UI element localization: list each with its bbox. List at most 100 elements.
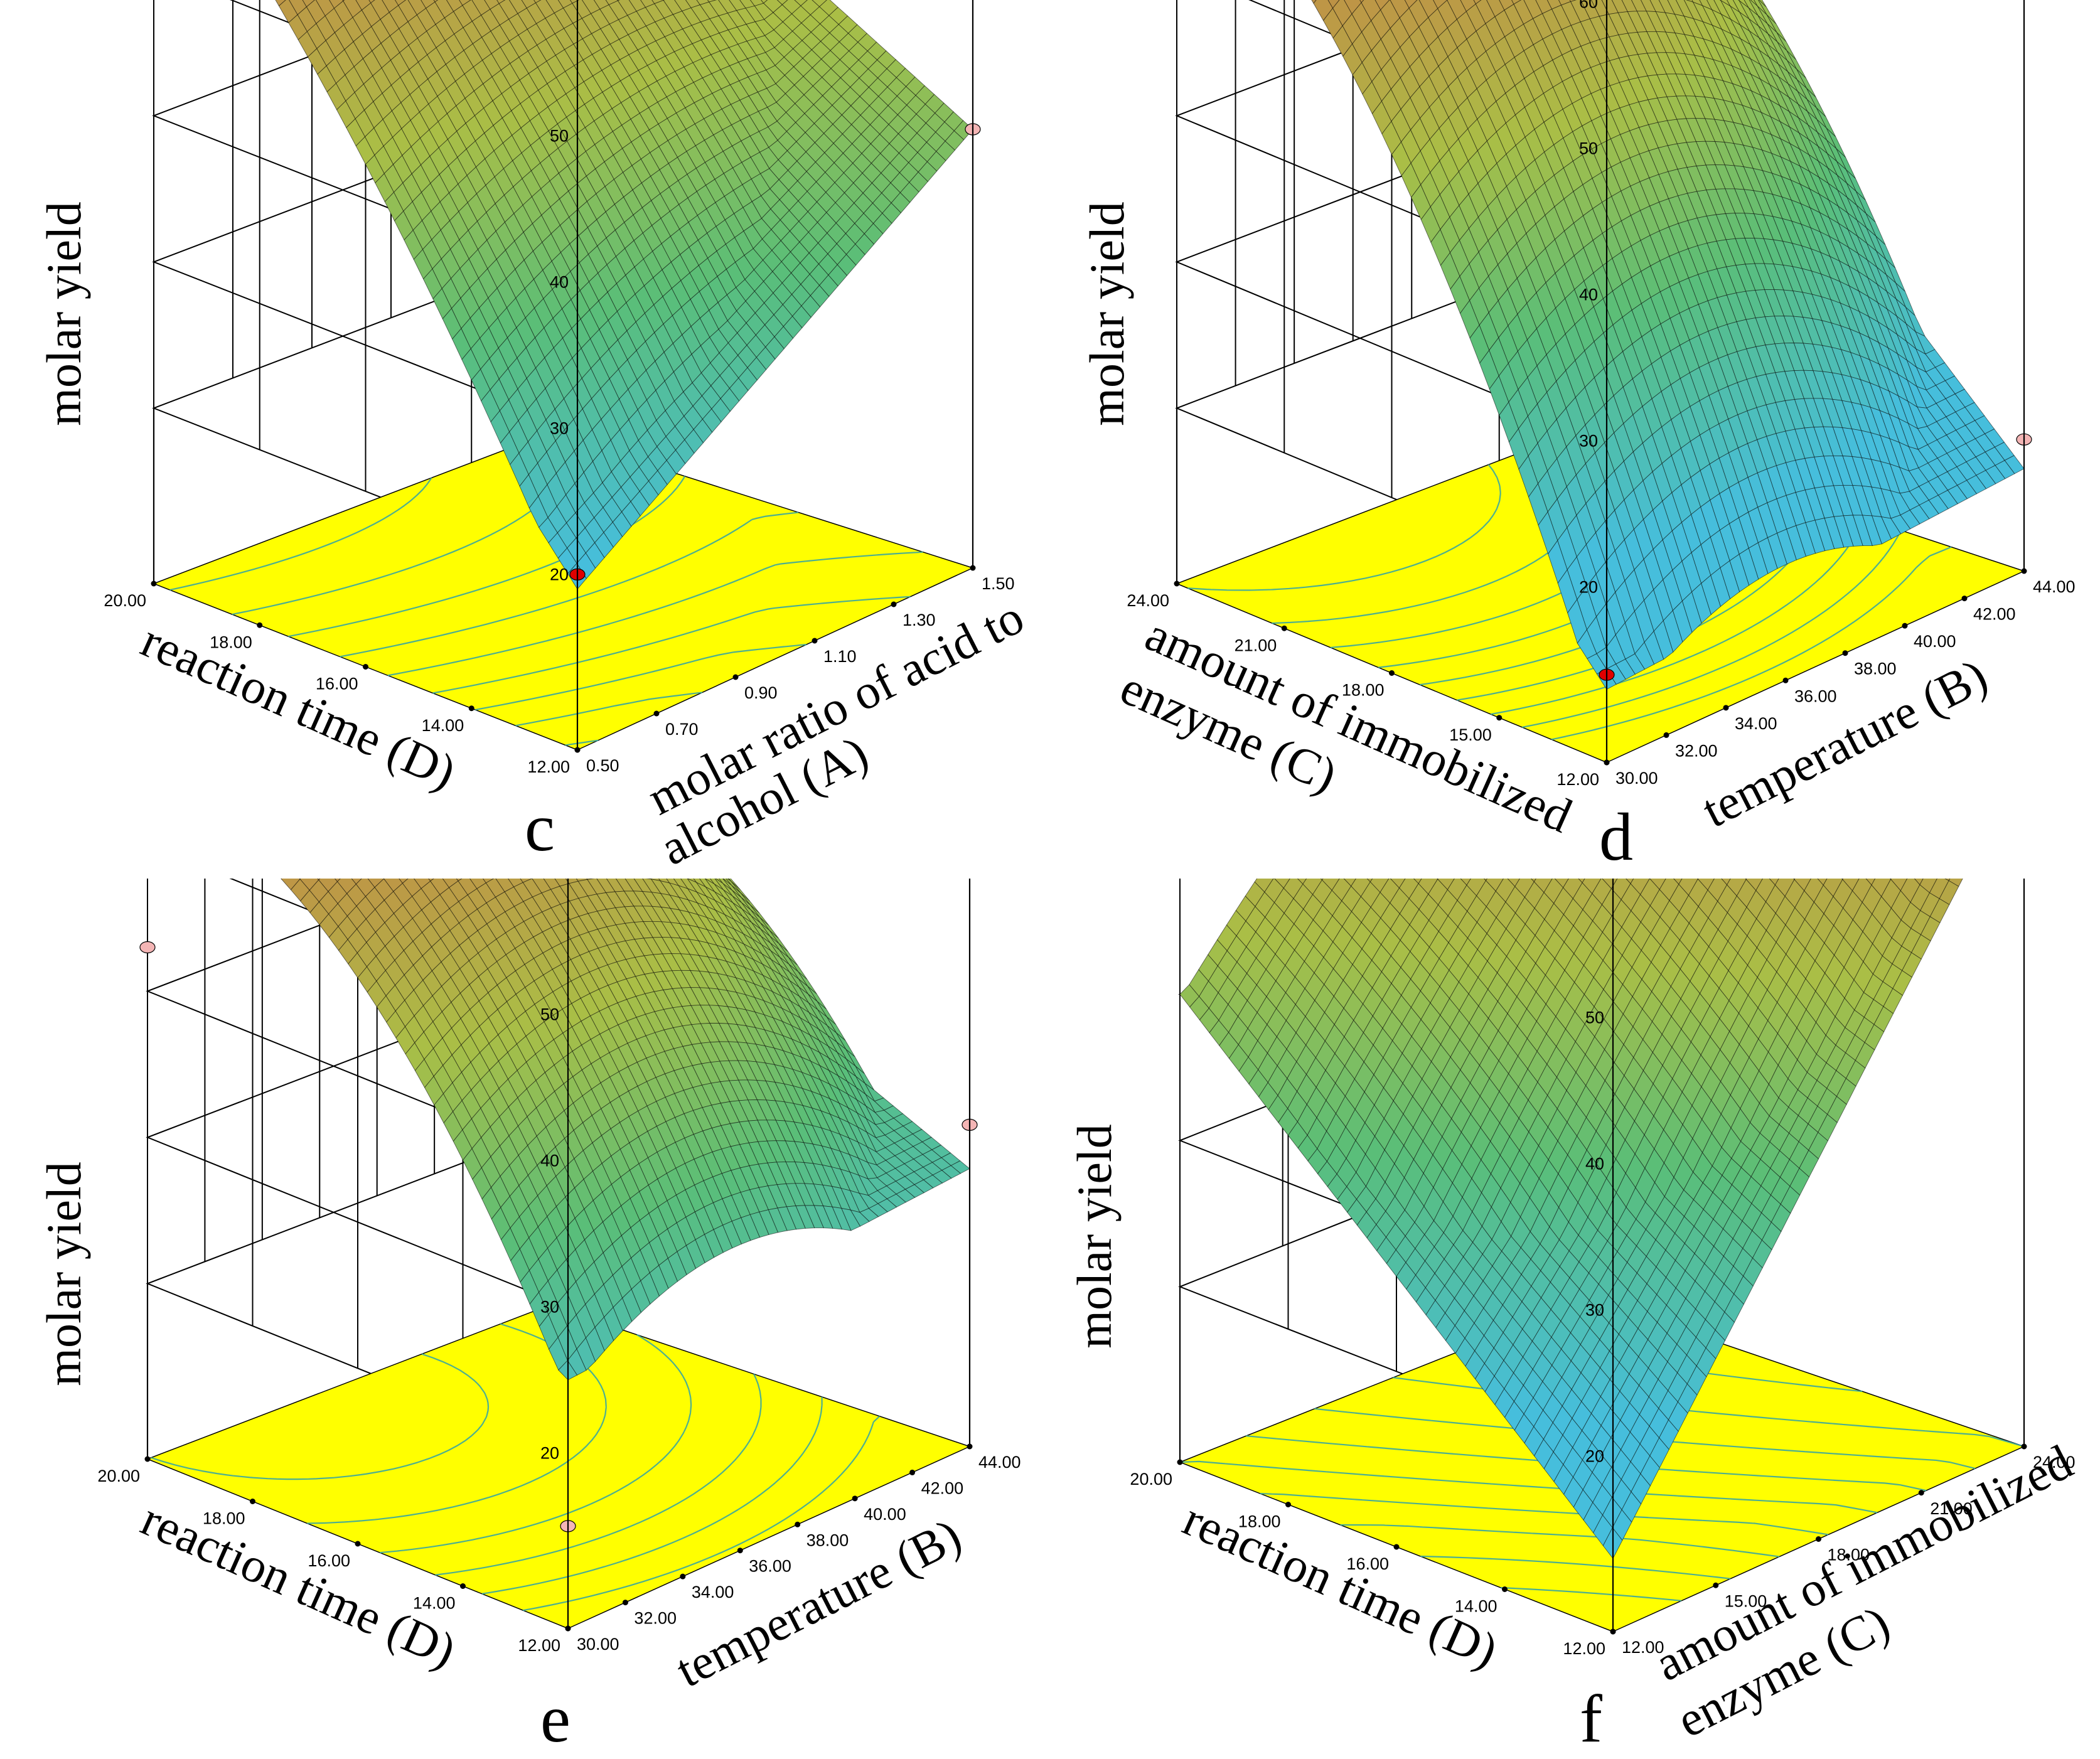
panel-d-letter: d bbox=[1599, 800, 1633, 875]
panel-e-surface-cell bbox=[593, 784, 612, 798]
panel-e-surface-cell bbox=[545, 744, 564, 756]
panel-e-surface-cell bbox=[602, 781, 621, 795]
panel-e-surface-cell bbox=[492, 767, 511, 779]
panel-d-front-edges bbox=[1176, 0, 2025, 762]
panel-e-surface-cell bbox=[387, 685, 406, 693]
panel-e-surface-cell bbox=[464, 749, 483, 761]
panel-e-surface-cell bbox=[510, 766, 529, 777]
panel-e-surface-cell bbox=[321, 658, 340, 664]
panel-c-x-tick-mark bbox=[812, 638, 818, 644]
panel-e-surface-cell bbox=[601, 775, 620, 789]
panel-e-surface-cell bbox=[500, 737, 519, 746]
panel-e-surface-cell bbox=[240, 720, 259, 733]
panel-e-surface-cell bbox=[594, 793, 613, 806]
panel-d-y-tick-label: 12.00 bbox=[1556, 770, 1599, 789]
panel-e-surface-cell bbox=[472, 719, 491, 728]
panel-e-surface-cell bbox=[650, 879, 661, 882]
panel-e-surface-cell bbox=[611, 791, 630, 805]
panel-e-surface-cell bbox=[594, 802, 613, 816]
panel-c-y-tick-label: 18.00 bbox=[210, 633, 252, 651]
panel-c-x-tick-mark bbox=[891, 601, 897, 607]
panel-e-surface-cell bbox=[518, 746, 537, 757]
panel-d-x-tick-label: 36.00 bbox=[1794, 687, 1837, 705]
panel-e-surface-cell bbox=[509, 729, 528, 739]
panel-e-surface-cell bbox=[621, 801, 640, 816]
panel-e-surface-cell bbox=[619, 784, 638, 799]
panel-d-y-tick-label: 15.00 bbox=[1449, 725, 1492, 744]
panel-d-x-tick-mark bbox=[1842, 650, 1848, 656]
panel-c-x-tick-mark bbox=[970, 565, 976, 571]
panel-d-x-tick-label: 44.00 bbox=[2033, 577, 2076, 596]
panel-d-y-tick-mark bbox=[1174, 580, 1180, 587]
panel-e-contour-45 bbox=[380, 1334, 692, 1554]
panel-e-surface-cell bbox=[586, 823, 604, 836]
panel-e-surface-cell bbox=[491, 756, 510, 767]
panel-d-contour-20 bbox=[1551, 546, 1952, 740]
panel-e-surface-cell bbox=[621, 810, 640, 825]
panel-e-surface-cell bbox=[630, 813, 649, 828]
panel-e-surface-cell bbox=[565, 778, 584, 791]
panel-d-y-tick-label: 21.00 bbox=[1235, 636, 1277, 655]
panel-e-surface-cell bbox=[473, 747, 492, 758]
panel-c-y-tick-label: 14.00 bbox=[422, 716, 464, 735]
panel-c-contour-60 bbox=[169, 477, 432, 591]
panel-e-surface-cell bbox=[557, 799, 576, 811]
panel-e-surface-cell bbox=[619, 778, 638, 793]
panel-e-surface-cell bbox=[617, 776, 636, 791]
panel-e-surface-cell bbox=[610, 775, 629, 789]
panel-e-surface-cell bbox=[645, 879, 652, 880]
panel-e-surface-cell bbox=[618, 774, 636, 789]
panel-e-surface-cell bbox=[462, 711, 481, 719]
panel-c-x-tick-label: 1.10 bbox=[823, 647, 857, 666]
panel-c-z-tick-label: 40 bbox=[550, 272, 569, 291]
panel-d-z-axis-title: molar yield bbox=[1079, 201, 1134, 425]
panel-e-surface-cell bbox=[501, 766, 520, 778]
panel-e-surface-cell bbox=[569, 753, 587, 766]
panel-d-y-tick-mark bbox=[1389, 670, 1395, 676]
panel-e-surface-cell bbox=[567, 810, 586, 823]
panel-e-surface-cell bbox=[629, 799, 648, 814]
panel-e-surface-cell bbox=[287, 739, 306, 753]
panel-e-surface-cell bbox=[269, 739, 287, 753]
panel-e-surface-cell bbox=[500, 728, 518, 737]
panel-e-surface-cell bbox=[537, 741, 555, 752]
panel-e-surface-cell bbox=[509, 737, 528, 747]
panel-c-front-edges bbox=[153, 0, 974, 750]
panel-e-surface-cell bbox=[629, 789, 648, 805]
panel-e-surface-cell bbox=[527, 739, 546, 750]
panel-d-x-tick-label: 30.00 bbox=[1615, 769, 1658, 788]
panel-d-y-tick-label: 24.00 bbox=[1127, 591, 1169, 610]
panel-e-surface-cell bbox=[501, 756, 520, 766]
panel-e-surface-cell bbox=[614, 862, 633, 877]
panel-e-surface-cell bbox=[369, 689, 388, 698]
panel-e-surface-cell bbox=[359, 676, 378, 683]
panel-d-z-tick-label: 30 bbox=[1579, 431, 1598, 450]
panel-e-surface-cell bbox=[619, 780, 638, 795]
panel-e-surface-cell bbox=[212, 718, 231, 730]
panel-e-surface-cell bbox=[558, 823, 577, 837]
panel-e-surface-cell bbox=[575, 780, 594, 793]
panel-e-surface-cell bbox=[303, 662, 321, 668]
panel-e-surface-cell bbox=[312, 660, 331, 665]
panel-c-contour-25 bbox=[515, 692, 703, 727]
panel-e-surface-cell bbox=[230, 715, 249, 727]
panel-e-surface-cell bbox=[501, 778, 520, 791]
panel-e-surface-cell bbox=[602, 788, 621, 801]
panel-e-surface-cell bbox=[406, 691, 425, 698]
panel-d-tick-labels: 20 30 40 50 60 30.00 32.00 34.00 36.00 38.00 40.00… bbox=[1127, 0, 2075, 789]
panel-d-x-tick-mark bbox=[1782, 677, 1789, 683]
panel-d-y-tick-mark bbox=[1281, 625, 1287, 631]
panel-e-surface-cell bbox=[614, 849, 633, 863]
panel-e-surface-cell bbox=[416, 706, 435, 715]
panel-e-surface-cell bbox=[641, 853, 660, 869]
panel-e-surface-cell bbox=[576, 811, 595, 824]
panel-e-surface-cell bbox=[360, 683, 378, 691]
panel-c-z-tick-label: 50 bbox=[550, 126, 569, 145]
panel-e-surface-cell bbox=[184, 729, 203, 741]
panel-e-surface-cell bbox=[567, 823, 586, 836]
panel-c-response-surface bbox=[275, 0, 973, 590]
panel-e-surface-cell bbox=[567, 799, 586, 811]
panel-e-surface-cell bbox=[622, 828, 641, 843]
panel-e-surface-cell bbox=[639, 810, 658, 825]
